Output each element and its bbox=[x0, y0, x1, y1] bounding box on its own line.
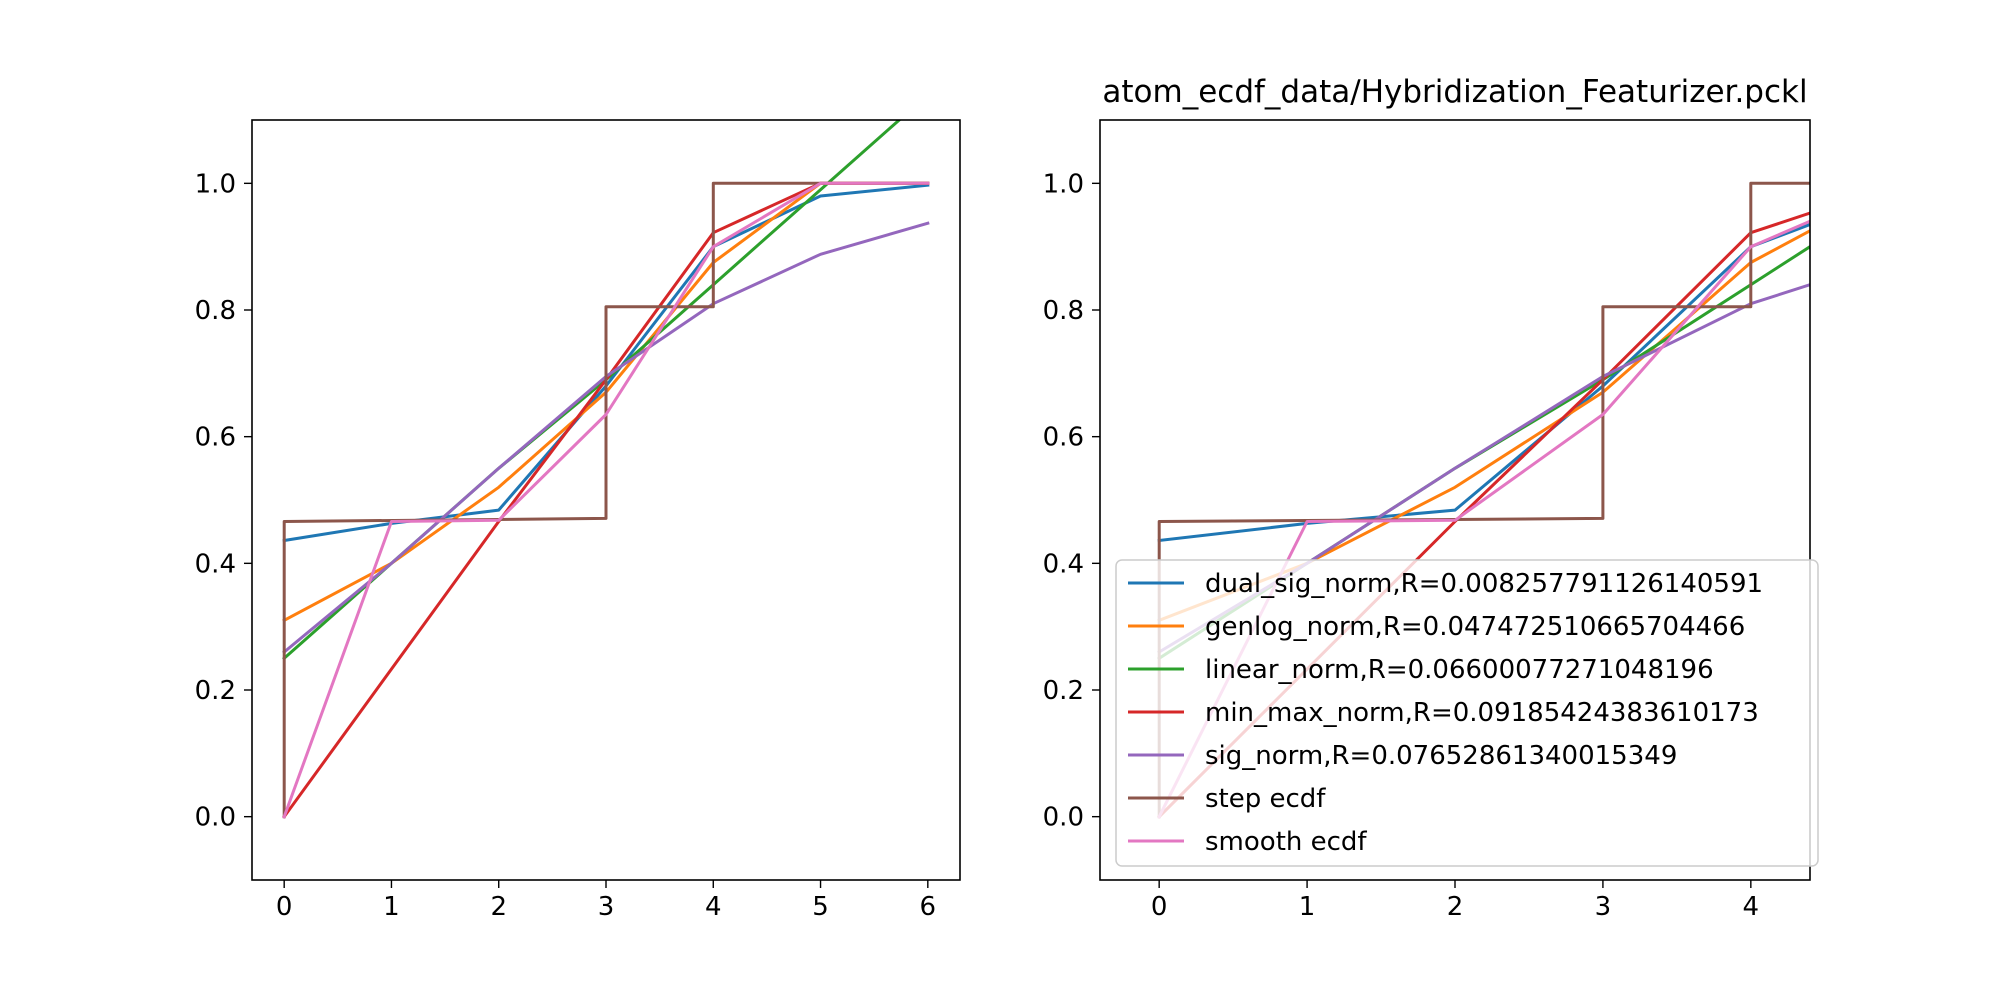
y-tick-label: 1.0 bbox=[195, 169, 236, 199]
series-line-step_ecdf bbox=[1157, 181, 1810, 819]
y-tick-label: 0.0 bbox=[1043, 803, 1084, 833]
legend-label-sig_norm: sig_norm,R=0.07652861340015349 bbox=[1205, 741, 1677, 771]
y-tick-label: 1.0 bbox=[1043, 169, 1084, 199]
legend-label-step_ecdf: step ecdf bbox=[1205, 784, 1326, 814]
x-tick-label: 0 bbox=[276, 892, 293, 922]
x-tick-label: 1 bbox=[1299, 892, 1316, 922]
x-tick-label: 6 bbox=[920, 892, 937, 922]
x-tick-label: 1 bbox=[383, 892, 400, 922]
y-tick-label: 0.2 bbox=[1043, 676, 1084, 706]
legend-label-linear_norm: linear_norm,R=0.06600077271048196 bbox=[1205, 655, 1714, 685]
y-tick-label: 0.4 bbox=[195, 549, 236, 579]
y-tick-label: 0.4 bbox=[1043, 549, 1084, 579]
x-tick-label: 5 bbox=[812, 892, 829, 922]
x-tick-label: 2 bbox=[1447, 892, 1464, 922]
chart-title: atom_ecdf_data/Hybridization_Featurizer.… bbox=[1102, 74, 1807, 110]
x-tick-label: 4 bbox=[1743, 892, 1760, 922]
chart-2: 0 1 2 3 4 0.0 0.2 0.4 0.6 0.8 1.0 atom_ecdf_data/Hy… bbox=[1043, 74, 1819, 922]
chart-1: 0 1 2 3 4 5 6 0.0 0.2 0.4 0.6 0.8 1.0 bbox=[195, 119, 961, 922]
y-tick-label: 0.6 bbox=[195, 423, 236, 453]
x-tick-label: 0 bbox=[1151, 892, 1168, 922]
y-tick-label: 0.6 bbox=[1043, 423, 1084, 453]
legend-label-smooth_ecdf: smooth ecdf bbox=[1205, 827, 1367, 857]
y-tick-label: 0.0 bbox=[195, 803, 236, 833]
series-group bbox=[282, 120, 930, 819]
legend: dual_sig_norm,R=0.008257791126140591genl… bbox=[1115, 559, 1819, 867]
x-tick-label: 4 bbox=[705, 892, 722, 922]
x-tick-label: 3 bbox=[1595, 892, 1612, 922]
series-line-step_ecdf bbox=[282, 181, 930, 819]
y-tick-label: 0.2 bbox=[195, 676, 236, 706]
legend-label-dual_sig_norm: dual_sig_norm,R=0.008257791126140591 bbox=[1205, 569, 1763, 599]
y-tick-label: 0.8 bbox=[1043, 296, 1084, 326]
legend-label-min_max_norm: min_max_norm,R=0.09185424383610173 bbox=[1205, 698, 1759, 728]
legend-label-genlog_norm: genlog_norm,R=0.047472510665704466 bbox=[1205, 612, 1745, 642]
x-tick-label: 3 bbox=[598, 892, 615, 922]
x-tick-label: 2 bbox=[490, 892, 507, 922]
legend-box bbox=[1115, 559, 1819, 867]
series-line-smooth_ecdf bbox=[282, 181, 930, 819]
y-tick-label: 0.8 bbox=[195, 296, 236, 326]
